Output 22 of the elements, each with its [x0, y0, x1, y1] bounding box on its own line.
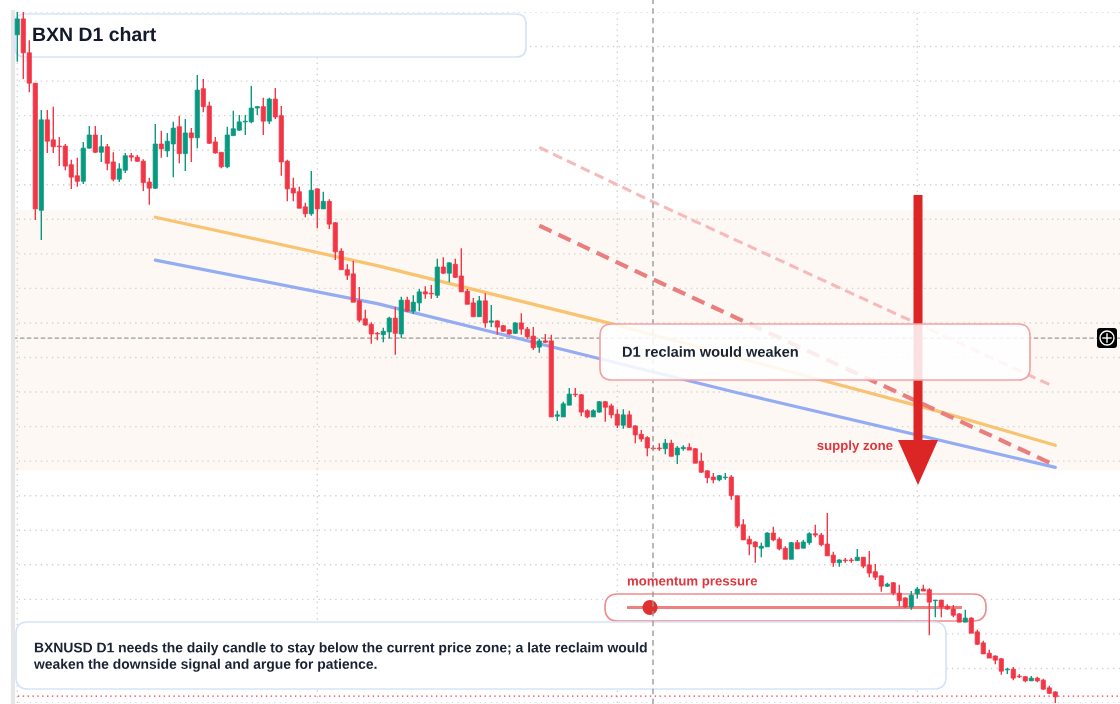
- candlestick: [620, 408, 626, 430]
- candlestick: [446, 261, 452, 283]
- annotation: BXNUSD D1 needs the daily candle to stay below the current price zone; a late reclaim would weaken the downside signal and argue for patience.: [33, 642, 647, 672]
- annotation: momentum pressure: [627, 576, 758, 589]
- candlestick: [14, 12, 20, 63]
- candlestick: [98, 134, 104, 163]
- candlestick: [308, 170, 314, 217]
- candlestick: [482, 292, 488, 329]
- candlestick: [266, 96, 272, 125]
- candlestick: [488, 304, 494, 328]
- candlestick: [908, 590, 914, 611]
- annotation: D1 reclaim would weaken: [622, 346, 798, 357]
- candlestick: [188, 127, 194, 163]
- candlestick: [476, 295, 482, 318]
- band-label: supply zone: [817, 440, 893, 453]
- candlestick: [182, 118, 188, 172]
- candlestick: [92, 125, 98, 154]
- candlestick: [392, 306, 398, 356]
- text: BXN D1 chart: [33, 26, 157, 42]
- candlestick: [260, 96, 266, 136]
- candlestick: [158, 130, 164, 159]
- candlestick: [314, 187, 320, 229]
